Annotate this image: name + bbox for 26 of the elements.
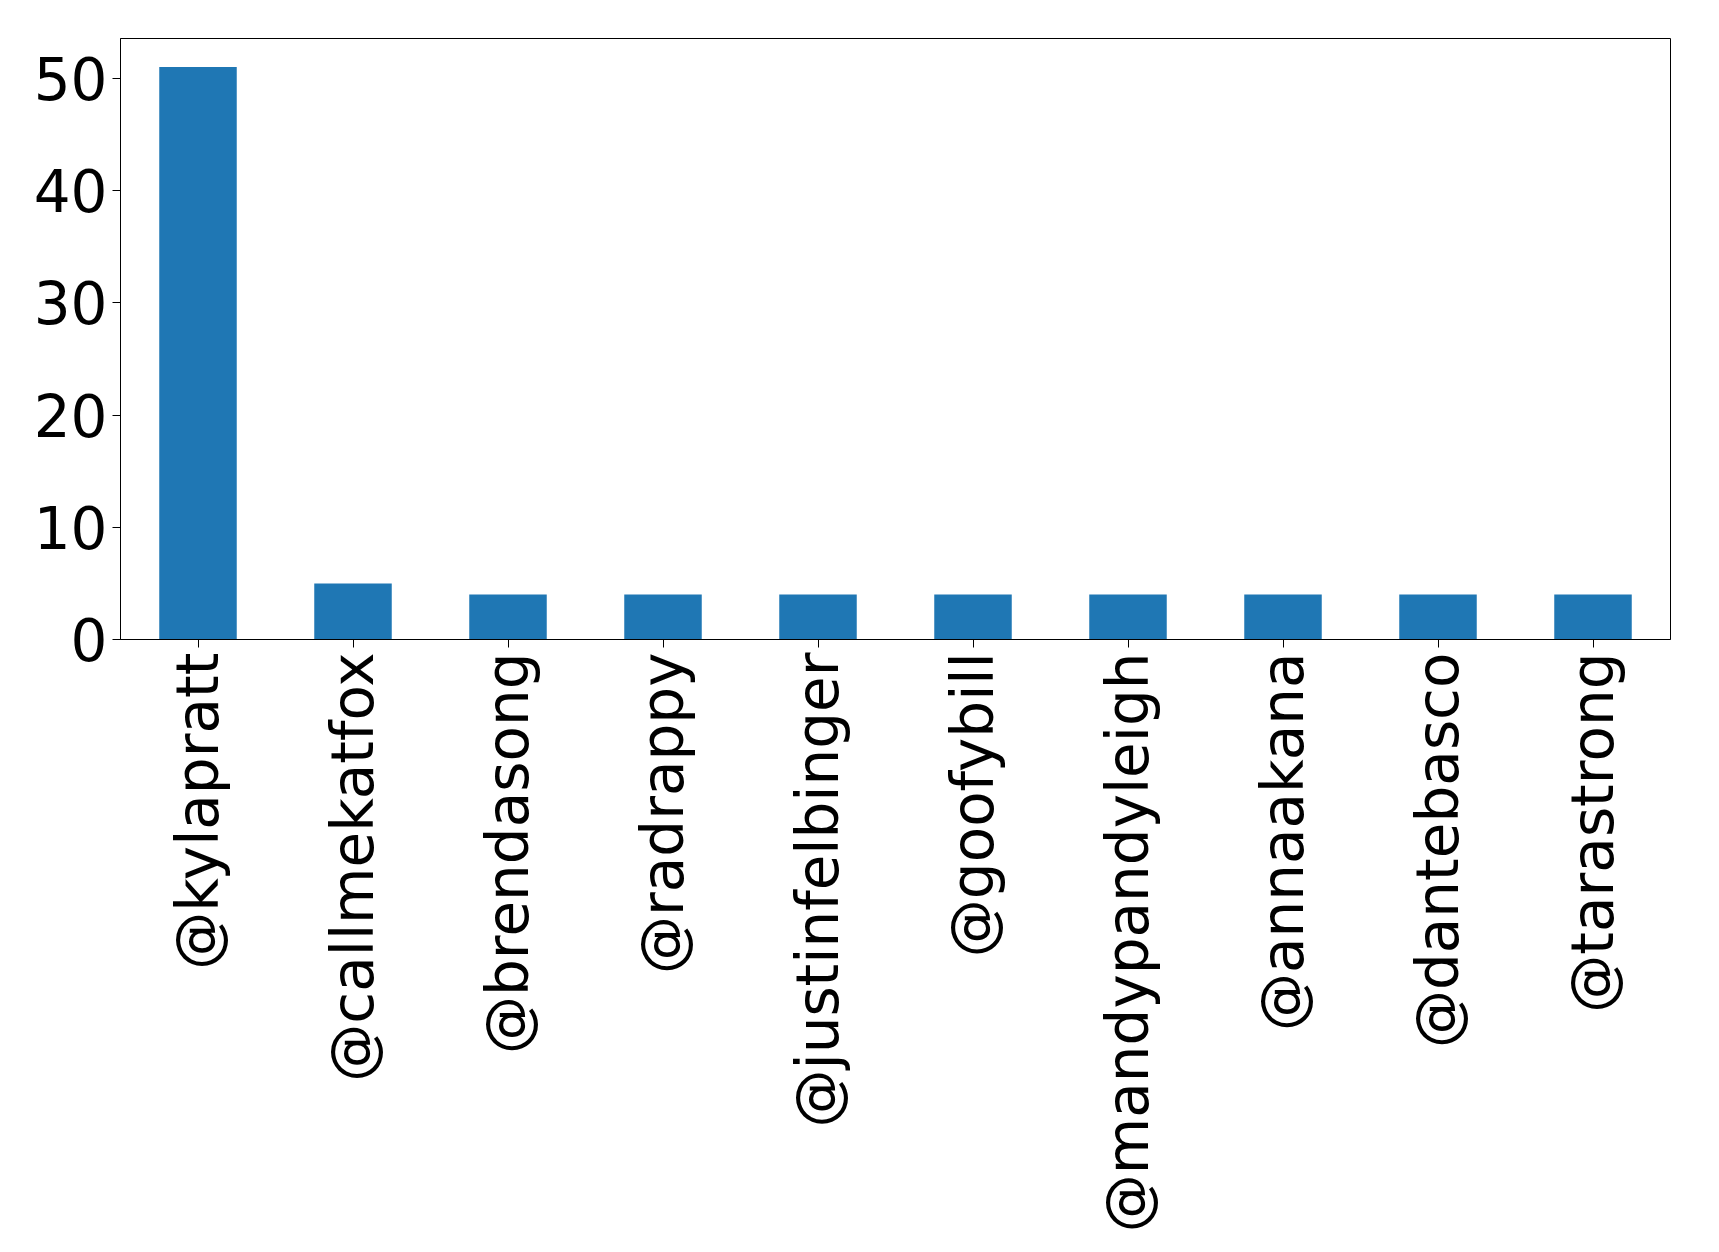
bar <box>934 594 1012 640</box>
bar <box>159 67 237 640</box>
y-tick-label: 30 <box>33 270 108 339</box>
y-tick-label: 20 <box>33 382 108 451</box>
bar <box>314 583 392 640</box>
y-tick-label: 10 <box>33 494 108 563</box>
x-tick-label: @mandypandyleigh <box>1094 652 1162 1233</box>
bar <box>779 594 857 640</box>
bar <box>469 594 547 640</box>
x-tick-label: @annaakana <box>1249 652 1317 1032</box>
bar <box>1554 594 1632 640</box>
y-tick-label: 0 <box>70 607 108 675</box>
bar <box>1089 594 1167 640</box>
x-tick-label: @radrappy <box>629 652 697 975</box>
x-tick-label: @callmekatfox <box>319 652 387 1082</box>
x-tick-label: @dantebasco <box>1404 652 1472 1048</box>
bar <box>624 594 702 640</box>
x-tick-label: @kylapratt <box>164 652 232 970</box>
y-tick-label: 40 <box>33 158 108 227</box>
bar <box>1399 594 1477 640</box>
bar <box>1244 594 1322 640</box>
x-tick-label: @goofybill <box>939 652 1007 958</box>
x-tick-label: @brendasong <box>474 652 542 1054</box>
x-tick-label: @tarastrong <box>1559 652 1627 1013</box>
x-tick-label: @justinfelbinger <box>784 652 852 1128</box>
y-tick-label: 50 <box>33 45 108 114</box>
